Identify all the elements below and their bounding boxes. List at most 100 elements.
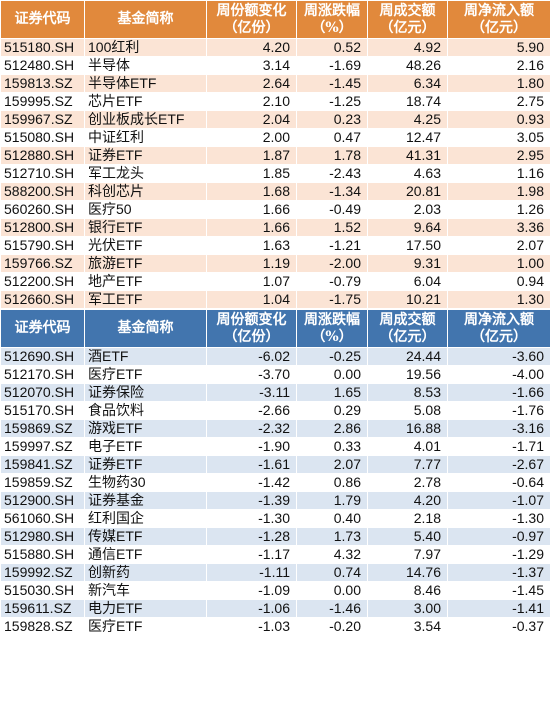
table-row: 512710.SH 军工龙头 1.85 -2.43 4.63 1.16 xyxy=(0,164,550,183)
cell-net-inflow: 1.98 xyxy=(447,182,550,201)
header-code: 证券代码 xyxy=(0,309,85,348)
cell-turnover: 9.31 xyxy=(367,254,448,273)
table-row: 512170.SH 医疗ETF -3.70 0.00 19.56 -4.00 xyxy=(0,365,550,384)
table-row: 588200.SH 科创芯片 1.68 -1.34 20.81 1.98 xyxy=(0,182,550,201)
cell-turnover: 5.40 xyxy=(367,527,448,546)
cell-weekly-return: 2.86 xyxy=(296,419,368,438)
cell-net-inflow: -3.16 xyxy=(447,419,550,438)
table-row: 512070.SH 证券保险 -3.11 1.65 8.53 -1.66 xyxy=(0,383,550,402)
cell-weekly-return: -1.69 xyxy=(296,56,368,75)
cell-share-change: 2.00 xyxy=(206,128,297,147)
cell-code: 512070.SH xyxy=(0,383,85,402)
cell-net-inflow: -1.41 xyxy=(447,599,550,618)
cell-weekly-return: 0.86 xyxy=(296,473,368,492)
table-row: 159828.SZ 医疗ETF -1.03 -0.20 3.54 -0.37 xyxy=(0,617,550,636)
cell-net-inflow: 0.93 xyxy=(447,110,550,129)
cell-net-inflow: 5.90 xyxy=(447,38,550,57)
cell-turnover: 24.44 xyxy=(367,347,448,366)
cell-net-inflow: -1.76 xyxy=(447,401,550,420)
cell-net-inflow: -0.97 xyxy=(447,527,550,546)
cell-name: 红利国企 xyxy=(84,509,207,528)
cell-weekly-return: 0.40 xyxy=(296,509,368,528)
cell-code: 515180.SH xyxy=(0,38,85,57)
cell-code: 512480.SH xyxy=(0,56,85,75)
cell-share-change: 1.07 xyxy=(206,272,297,291)
cell-turnover: 19.56 xyxy=(367,365,448,384)
cell-weekly-return: 1.79 xyxy=(296,491,368,510)
cell-turnover: 6.04 xyxy=(367,272,448,291)
cell-code: 512690.SH xyxy=(0,347,85,366)
table-row: 515880.SH 通信ETF -1.17 4.32 7.97 -1.29 xyxy=(0,545,550,564)
table-row: 159997.SZ 电子ETF -1.90 0.33 4.01 -1.71 xyxy=(0,437,550,456)
table-row: 515030.SH 新汽车 -1.09 0.00 8.46 -1.45 xyxy=(0,581,550,600)
cell-net-inflow: -2.67 xyxy=(447,455,550,474)
cell-turnover: 8.46 xyxy=(367,581,448,600)
cell-turnover: 7.77 xyxy=(367,455,448,474)
cell-weekly-return: -0.49 xyxy=(296,200,368,219)
cell-name: 通信ETF xyxy=(84,545,207,564)
cell-weekly-return: -1.34 xyxy=(296,182,368,201)
header-turnover: 周成交额 （亿元） xyxy=(367,0,448,39)
cell-code: 159997.SZ xyxy=(0,437,85,456)
cell-weekly-return: 1.73 xyxy=(296,527,368,546)
cell-name: 证券ETF xyxy=(84,455,207,474)
cell-turnover: 4.01 xyxy=(367,437,448,456)
cell-weekly-return: 0.33 xyxy=(296,437,368,456)
cell-name: 医疗50 xyxy=(84,200,207,219)
cell-share-change: -3.11 xyxy=(206,383,297,402)
cell-code: 560260.SH xyxy=(0,200,85,219)
cell-name: 军工ETF xyxy=(84,290,207,309)
cell-name: 医疗ETF xyxy=(84,365,207,384)
cell-weekly-return: 0.00 xyxy=(296,581,368,600)
cell-share-change: 2.10 xyxy=(206,92,297,111)
cell-net-inflow: 1.16 xyxy=(447,164,550,183)
cell-weekly-return: -2.00 xyxy=(296,254,368,273)
cell-name: 酒ETF xyxy=(84,347,207,366)
cell-weekly-return: 1.65 xyxy=(296,383,368,402)
cell-code: 159813.SZ xyxy=(0,74,85,93)
header-name: 基金简称 xyxy=(84,309,207,348)
cell-turnover: 17.50 xyxy=(367,236,448,255)
cell-turnover: 20.81 xyxy=(367,182,448,201)
cell-share-change: -1.61 xyxy=(206,455,297,474)
cell-name: 电子ETF xyxy=(84,437,207,456)
cell-share-change: 1.04 xyxy=(206,290,297,309)
table-header-row: 证券代码 基金简称 周份额变化 （亿份） 周涨跌幅 （%） 周成交额 （亿元） 周净流… xyxy=(0,0,550,39)
cell-name: 证券保险 xyxy=(84,383,207,402)
table-row: 512660.SH 军工ETF 1.04 -1.75 10.21 1.30 xyxy=(0,290,550,309)
header-net-inflow: 周净流入额 （亿元） xyxy=(447,309,550,348)
cell-code: 512980.SH xyxy=(0,527,85,546)
cell-net-inflow: -4.00 xyxy=(447,365,550,384)
header-code: 证券代码 xyxy=(0,0,85,39)
cell-turnover: 10.21 xyxy=(367,290,448,309)
cell-turnover: 18.74 xyxy=(367,92,448,111)
cell-weekly-return: -0.25 xyxy=(296,347,368,366)
table-row: 515170.SH 食品饮料 -2.66 0.29 5.08 -1.76 xyxy=(0,401,550,420)
cell-net-inflow: 2.16 xyxy=(447,56,550,75)
cell-net-inflow: 1.30 xyxy=(447,290,550,309)
table-row: 515790.SH 光伏ETF 1.63 -1.21 17.50 2.07 xyxy=(0,236,550,255)
cell-weekly-return: 1.78 xyxy=(296,146,368,165)
cell-share-change: 1.19 xyxy=(206,254,297,273)
table-row: 515080.SH 中证红利 2.00 0.47 12.47 3.05 xyxy=(0,128,550,147)
cell-name: 新汽车 xyxy=(84,581,207,600)
cell-weekly-return: 0.23 xyxy=(296,110,368,129)
cell-net-inflow: 1.80 xyxy=(447,74,550,93)
cell-turnover: 5.08 xyxy=(367,401,448,420)
cell-name: 传媒ETF xyxy=(84,527,207,546)
cell-name: 证券ETF xyxy=(84,146,207,165)
table-row: 561060.SH 红利国企 -1.30 0.40 2.18 -1.30 xyxy=(0,509,550,528)
cell-share-change: 1.66 xyxy=(206,218,297,237)
cell-turnover: 8.53 xyxy=(367,383,448,402)
cell-name: 生物药30 xyxy=(84,473,207,492)
cell-net-inflow: -1.66 xyxy=(447,383,550,402)
outflow-table-body: 512690.SH 酒ETF -6.02 -0.25 24.44 -3.60 512170.… xyxy=(0,347,550,636)
table-row: 512800.SH 银行ETF 1.66 1.52 9.64 3.36 xyxy=(0,218,550,237)
cell-name: 旅游ETF xyxy=(84,254,207,273)
cell-code: 561060.SH xyxy=(0,509,85,528)
cell-share-change: -2.66 xyxy=(206,401,297,420)
cell-net-inflow: -3.60 xyxy=(447,347,550,366)
cell-code: 512800.SH xyxy=(0,218,85,237)
cell-code: 159766.SZ xyxy=(0,254,85,273)
cell-share-change: -1.06 xyxy=(206,599,297,618)
